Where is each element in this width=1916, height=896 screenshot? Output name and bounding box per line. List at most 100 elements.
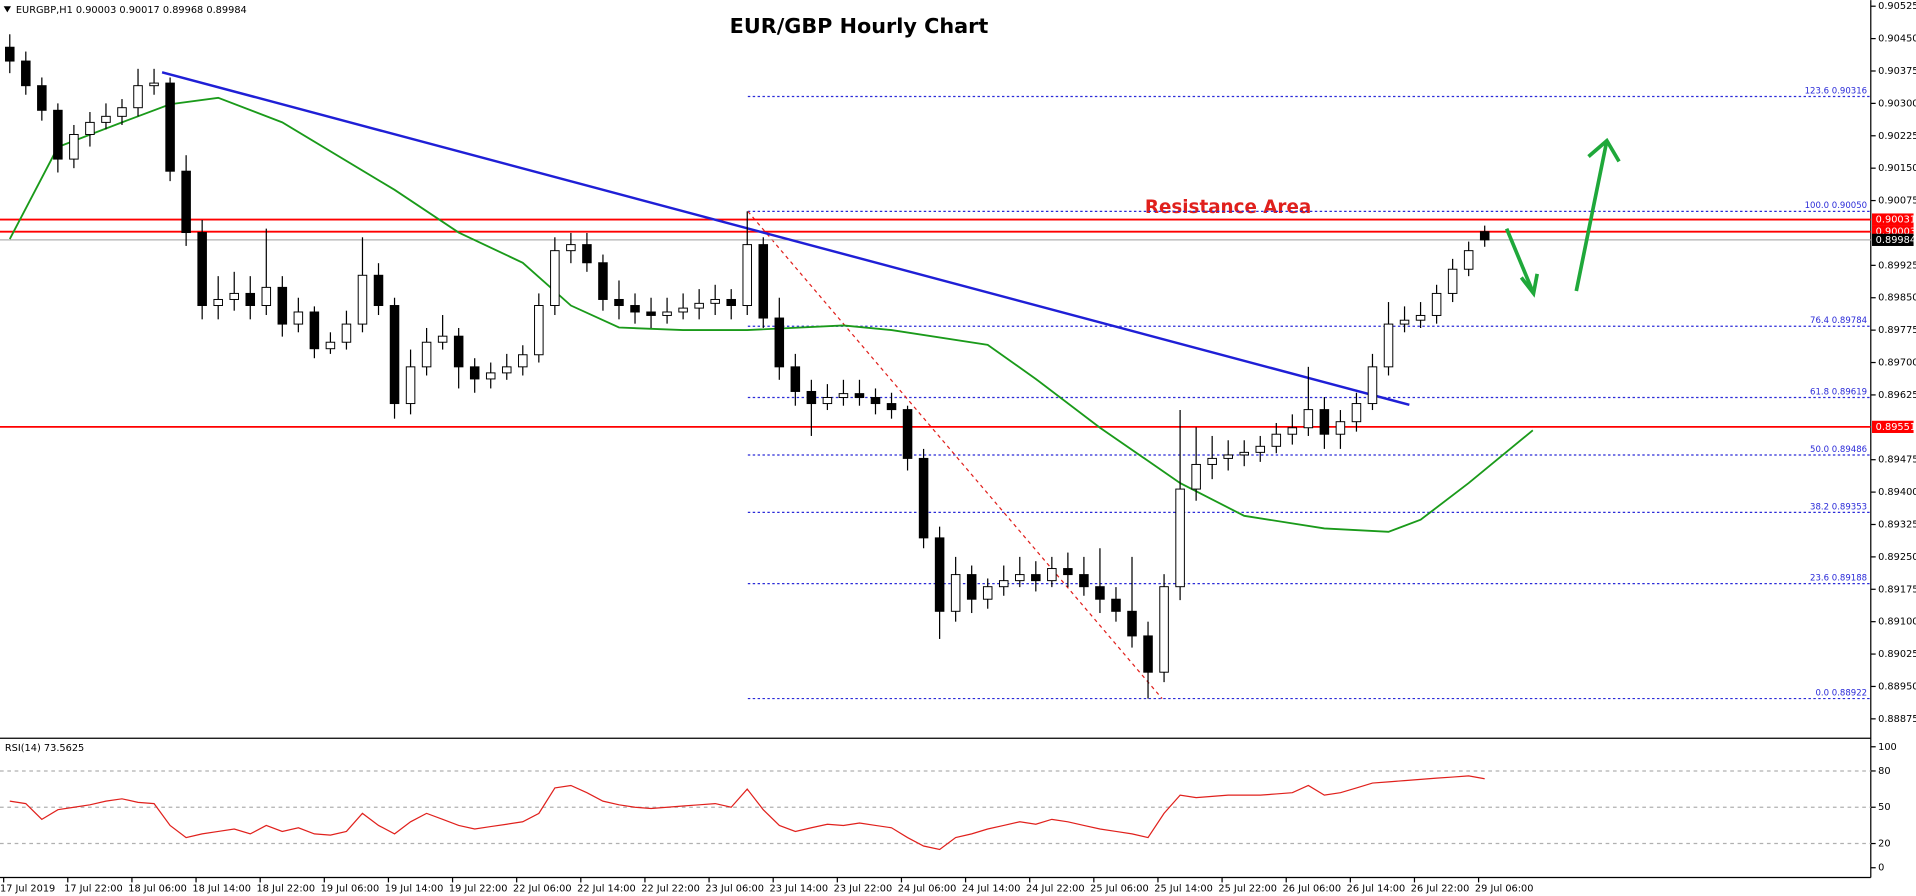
candle-body bbox=[566, 244, 576, 252]
fib-label: 123.6 0.90316 bbox=[1805, 86, 1868, 96]
y-tick-label: 0.89025 bbox=[1878, 649, 1916, 660]
candle-body bbox=[1463, 250, 1474, 270]
arrows bbox=[1504, 137, 1621, 298]
candle-body bbox=[1319, 409, 1330, 435]
candle-body bbox=[822, 397, 833, 405]
candle-body bbox=[293, 311, 304, 325]
candle-body bbox=[886, 403, 897, 411]
candle-body bbox=[1383, 323, 1394, 368]
candle-body bbox=[774, 317, 785, 368]
price-tag bbox=[1872, 233, 1914, 246]
symbol-info: EURGBP,H1 0.90003 0.90017 0.89968 0.8998… bbox=[16, 5, 247, 16]
candle-body bbox=[1303, 409, 1314, 429]
candle-body bbox=[485, 372, 496, 380]
candle-body bbox=[5, 46, 15, 62]
price-tag bbox=[1872, 213, 1914, 226]
candle-body bbox=[838, 393, 849, 399]
fib-price: 0.89619 bbox=[1832, 387, 1867, 397]
candle-body bbox=[694, 302, 704, 309]
candle-body bbox=[277, 286, 288, 325]
candle-body bbox=[1367, 366, 1378, 405]
x-tick-label: 29 Jul 06:00 bbox=[1475, 884, 1534, 895]
candle-body bbox=[1047, 568, 1057, 582]
arrow-head bbox=[1587, 137, 1621, 163]
candle-body bbox=[53, 109, 63, 160]
x-tick-label: 23 Jul 22:00 bbox=[834, 884, 893, 895]
fib-label: 76.4 0.89784 bbox=[1810, 316, 1867, 326]
rsi-tick-label: 0 bbox=[1878, 863, 1884, 874]
candle-body bbox=[1447, 268, 1458, 294]
x-tick-label: 25 Jul 14:00 bbox=[1154, 884, 1213, 895]
candle-body bbox=[950, 574, 961, 612]
candle-body bbox=[1175, 488, 1185, 588]
y-tick-label: 0.88950 bbox=[1878, 681, 1916, 692]
fib-price: 0.90050 bbox=[1832, 201, 1867, 211]
candle-body bbox=[21, 60, 31, 87]
fib-ratio: 76.4 bbox=[1810, 316, 1829, 326]
x-tick-label: 18 Jul 14:00 bbox=[192, 884, 251, 895]
candle-body bbox=[261, 286, 272, 307]
fib-label: 50.0 0.89486 bbox=[1810, 444, 1867, 454]
x-tick-label: 26 Jul 22:00 bbox=[1411, 884, 1470, 895]
x-tick-label: 18 Jul 22:00 bbox=[257, 884, 316, 895]
fib-ratio: 61.8 bbox=[1810, 387, 1829, 397]
rsi-line bbox=[9, 775, 1485, 851]
candle-body bbox=[518, 354, 528, 368]
y-tick-label: 0.89625 bbox=[1878, 390, 1916, 401]
candle-body bbox=[101, 115, 111, 123]
annotation: Resistance Area bbox=[1145, 197, 1311, 218]
candle-body bbox=[1239, 451, 1249, 456]
candle-body bbox=[1063, 568, 1073, 576]
candle-body bbox=[1207, 457, 1217, 465]
candle-body bbox=[213, 298, 223, 307]
y-tick-label: 0.89925 bbox=[1878, 260, 1916, 271]
candle-body bbox=[614, 298, 624, 307]
rsi-tick-label: 100 bbox=[1878, 742, 1897, 753]
candle-body bbox=[501, 366, 512, 374]
candle-body bbox=[758, 244, 769, 319]
price-tag-label: 0.89984 bbox=[1876, 235, 1916, 246]
candle-body bbox=[1143, 635, 1153, 673]
candle-body bbox=[1431, 292, 1442, 316]
x-tick-label: 26 Jul 06:00 bbox=[1283, 884, 1342, 895]
y-tick-label: 0.89325 bbox=[1878, 519, 1916, 530]
x-tick-label: 23 Jul 14:00 bbox=[770, 884, 829, 895]
price-tag-label: 0.90031 bbox=[1876, 215, 1916, 226]
candle-body bbox=[998, 580, 1009, 588]
candle-body bbox=[1015, 574, 1025, 582]
y-tick-label: 0.89250 bbox=[1878, 552, 1916, 563]
candle-body bbox=[1031, 574, 1041, 582]
x-tick-label: 18 Jul 06:00 bbox=[128, 884, 187, 895]
candle-body bbox=[1399, 319, 1410, 325]
candle-body bbox=[710, 298, 720, 304]
candle-body bbox=[678, 307, 688, 313]
fib-price: 0.89188 bbox=[1832, 573, 1867, 583]
candle-body bbox=[1079, 574, 1089, 588]
y-tick-label: 0.89850 bbox=[1878, 293, 1916, 304]
candle-body bbox=[453, 335, 464, 368]
candle-body bbox=[325, 341, 336, 350]
candle-body bbox=[197, 232, 207, 307]
candle-body bbox=[389, 305, 400, 405]
candle-body bbox=[181, 170, 191, 234]
candle-body bbox=[1191, 463, 1201, 490]
x-tick-label: 25 Jul 06:00 bbox=[1090, 884, 1149, 895]
moving-average bbox=[8, 96, 1534, 533]
candle-body bbox=[1335, 421, 1346, 435]
y-tick-label: 0.89100 bbox=[1878, 617, 1916, 628]
menu-icon[interactable] bbox=[3, 6, 11, 13]
candle-body bbox=[373, 274, 384, 307]
x-tick-label: 24 Jul 14:00 bbox=[962, 884, 1021, 895]
candle-body bbox=[1159, 586, 1169, 673]
fib-ratio: 100.0 bbox=[1805, 201, 1829, 211]
y-tick-label: 0.90450 bbox=[1878, 34, 1916, 45]
y-tick-label: 0.90225 bbox=[1878, 131, 1916, 142]
candle-body bbox=[133, 85, 143, 109]
y-tick-label: 0.88875 bbox=[1878, 714, 1916, 725]
fib-ratio: 0.0 bbox=[1815, 688, 1829, 698]
candle-body bbox=[405, 366, 416, 405]
arrow-up bbox=[1574, 140, 1609, 292]
rsi-label: RSI(14) 73.5625 bbox=[5, 743, 84, 754]
fib-price: 0.88922 bbox=[1832, 688, 1867, 698]
